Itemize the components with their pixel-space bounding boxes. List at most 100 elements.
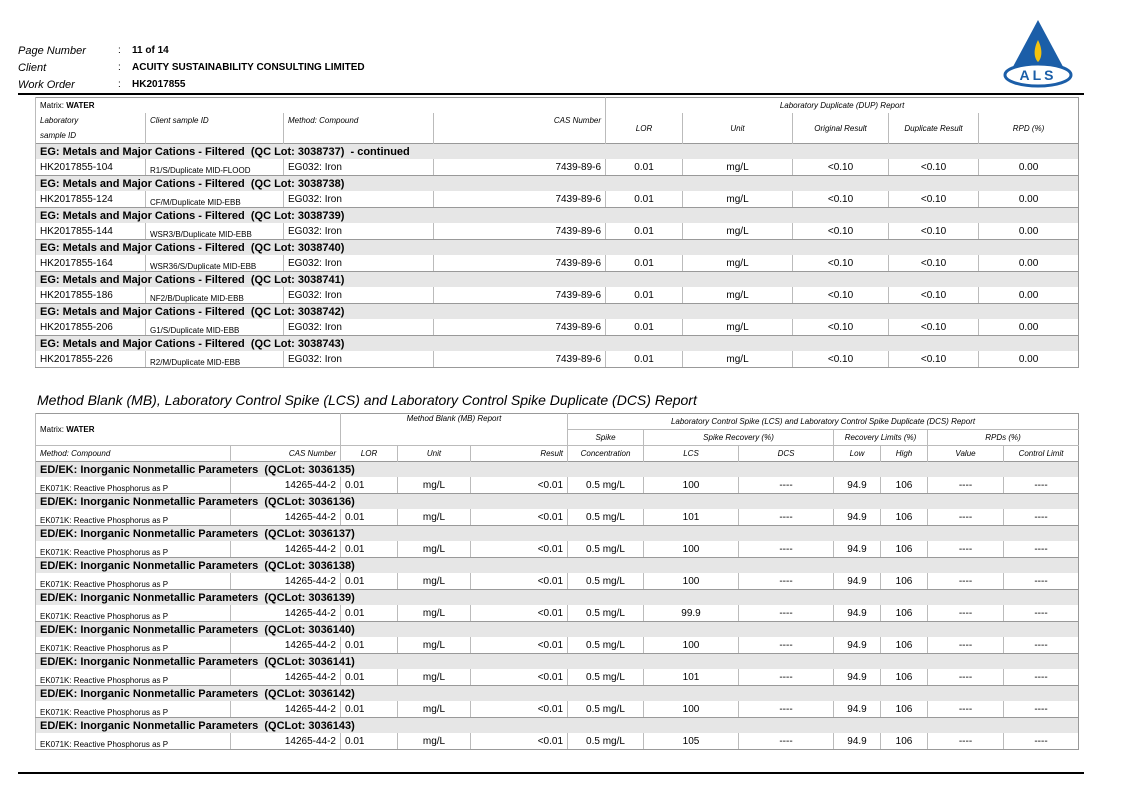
data-cell: EK071K: Reactive Phosphorus as P bbox=[35, 701, 231, 718]
data-cell: <0.10 bbox=[888, 159, 979, 176]
header-row: Method: Compound CAS Number LOR Unit Result C… bbox=[35, 445, 1079, 462]
data-cell: WSR36/S/Duplicate MID-EBB bbox=[145, 255, 284, 272]
data-cell: <0.10 bbox=[792, 191, 889, 208]
group-row: EG: Metals and Major Cations - Filtered … bbox=[34, 239, 1079, 255]
data-cell: EK071K: Reactive Phosphorus as P bbox=[35, 605, 231, 622]
logo-text: ALS bbox=[1020, 67, 1057, 83]
data-cell: <0.10 bbox=[792, 223, 889, 240]
data-cell: mg/L bbox=[682, 223, 793, 240]
data-cell: mg/L bbox=[682, 159, 793, 176]
column-header: Result bbox=[469, 445, 568, 462]
data-cell: 0.5 mg/L bbox=[567, 477, 644, 494]
group-title: ED/EK: Inorganic Nonmetallic Parameters … bbox=[34, 717, 1079, 733]
group-row: ED/EK: Inorganic Nonmetallic Parameters … bbox=[34, 493, 1079, 509]
data-cell: 0.5 mg/L bbox=[567, 701, 644, 718]
header-value: ACUITY SUSTAINABILITY CONSULTING LIMITED bbox=[132, 62, 365, 73]
group-title: EG: Metals and Major Cations - Filtered … bbox=[34, 271, 1079, 287]
column-group-header: Spike bbox=[567, 429, 644, 446]
data-cell: HK2017855-124 bbox=[35, 191, 146, 208]
header-blank bbox=[145, 128, 284, 144]
data-cell: 0.00 bbox=[978, 255, 1079, 272]
data-cell: NF2/B/Duplicate MID-EBB bbox=[145, 287, 284, 304]
column-header: Laboratory bbox=[35, 113, 146, 128]
data-cell: ---- bbox=[738, 541, 834, 558]
data-cell: <0.01 bbox=[469, 477, 568, 494]
data-cell: ---- bbox=[1003, 637, 1079, 654]
matrix-cell: Matrix: WATER bbox=[34, 97, 606, 113]
data-cell: ---- bbox=[738, 509, 834, 526]
header-row: sample ID bbox=[35, 128, 1079, 144]
group-row: EG: Metals and Major Cations - Filtered … bbox=[34, 303, 1079, 319]
column-header: LOR bbox=[605, 113, 683, 144]
data-cell: 0.01 bbox=[605, 255, 683, 272]
data-cell: EG032: Iron bbox=[283, 255, 434, 272]
data-cell: EK071K: Reactive Phosphorus as P bbox=[35, 669, 231, 686]
data-cell: 94.9 bbox=[833, 733, 881, 750]
data-cell: mg/L bbox=[682, 319, 793, 336]
group-row: EG: Metals and Major Cations - Filtered … bbox=[34, 207, 1079, 223]
column-group-header: RPDs (%) bbox=[927, 429, 1079, 446]
data-cell: 94.9 bbox=[833, 541, 881, 558]
column-header: Client sample ID bbox=[145, 113, 284, 128]
group-title: EG: Metals and Major Cations - Filtered … bbox=[34, 239, 1079, 255]
data-cell: 7439-89-6 bbox=[432, 287, 606, 304]
group-row: ED/EK: Inorganic Nonmetallic Parameters … bbox=[34, 461, 1079, 477]
data-cell: <0.10 bbox=[888, 319, 979, 336]
data-cell: 0.5 mg/L bbox=[567, 573, 644, 590]
data-cell: EG032: Iron bbox=[283, 351, 434, 368]
data-cell: mg/L bbox=[682, 287, 793, 304]
data-cell: ---- bbox=[738, 669, 834, 686]
data-cell: 106 bbox=[880, 573, 928, 590]
data-cell: 106 bbox=[880, 477, 928, 494]
data-cell: ---- bbox=[927, 573, 1004, 590]
header-row: Matrix: WATER Method Blank (MB) Report Lab… bbox=[35, 413, 1079, 446]
data-cell: 0.00 bbox=[978, 351, 1079, 368]
data-cell: 100 bbox=[643, 701, 739, 718]
data-cell: 0.01 bbox=[605, 191, 683, 208]
data-cell: 94.9 bbox=[833, 573, 881, 590]
data-cell: G1/S/Duplicate MID-EBB bbox=[145, 319, 284, 336]
data-cell: 94.9 bbox=[833, 605, 881, 622]
data-cell: <0.10 bbox=[792, 351, 889, 368]
data-cell: ---- bbox=[738, 733, 834, 750]
data-cell: 100 bbox=[643, 573, 739, 590]
column-header: High bbox=[880, 445, 928, 462]
data-cell: ---- bbox=[927, 701, 1004, 718]
column-group-header: Spike Recovery (%) bbox=[643, 429, 834, 446]
column-header: LOR bbox=[340, 445, 398, 462]
data-cell: 0.01 bbox=[605, 159, 683, 176]
data-cell: 0.01 bbox=[605, 351, 683, 368]
matrix-label: Matrix: bbox=[40, 101, 64, 110]
logo-ring bbox=[1003, 62, 1073, 88]
data-cell: <0.01 bbox=[469, 605, 568, 622]
data-row: HK2017855-124 CF/M/Duplicate MID-EBB EG032… bbox=[35, 191, 1079, 208]
data-cell: 0.5 mg/L bbox=[567, 733, 644, 750]
data-cell: mg/L bbox=[397, 573, 471, 590]
column-subheader: sample ID bbox=[35, 128, 146, 144]
data-cell: EK071K: Reactive Phosphorus as P bbox=[35, 733, 231, 750]
data-cell: EG032: Iron bbox=[283, 159, 434, 176]
column-group-header: Recovery Limits (%) bbox=[833, 429, 928, 446]
data-cell: HK2017855-164 bbox=[35, 255, 146, 272]
data-cell: 106 bbox=[880, 701, 928, 718]
header-separator: : bbox=[118, 62, 121, 73]
data-cell: 0.00 bbox=[978, 287, 1079, 304]
group-title: ED/EK: Inorganic Nonmetallic Parameters … bbox=[34, 493, 1079, 509]
data-row: EK071K: Reactive Phosphorus as P 14265-44… bbox=[35, 637, 1079, 654]
column-header: Method: Compound bbox=[35, 445, 231, 462]
data-cell: ---- bbox=[1003, 669, 1079, 686]
data-cell: <0.10 bbox=[792, 319, 889, 336]
column-header: Concentration bbox=[567, 445, 644, 462]
group-row: ED/EK: Inorganic Nonmetallic Parameters … bbox=[34, 589, 1079, 605]
data-cell: 0.01 bbox=[605, 319, 683, 336]
data-cell: 0.01 bbox=[605, 287, 683, 304]
data-cell: R1/S/Duplicate MID-FLOOD bbox=[145, 159, 284, 176]
data-cell: 7439-89-6 bbox=[432, 191, 606, 208]
group-row: ED/EK: Inorganic Nonmetallic Parameters … bbox=[34, 557, 1079, 573]
data-cell: ---- bbox=[927, 605, 1004, 622]
data-cell: 14265-44-2 bbox=[230, 669, 341, 686]
data-cell: 7439-89-6 bbox=[432, 255, 606, 272]
group-title: ED/EK: Inorganic Nonmetallic Parameters … bbox=[34, 461, 1079, 477]
data-row: HK2017855-186 NF2/B/Duplicate MID-EBB EG03… bbox=[35, 287, 1079, 304]
data-cell: ---- bbox=[738, 605, 834, 622]
